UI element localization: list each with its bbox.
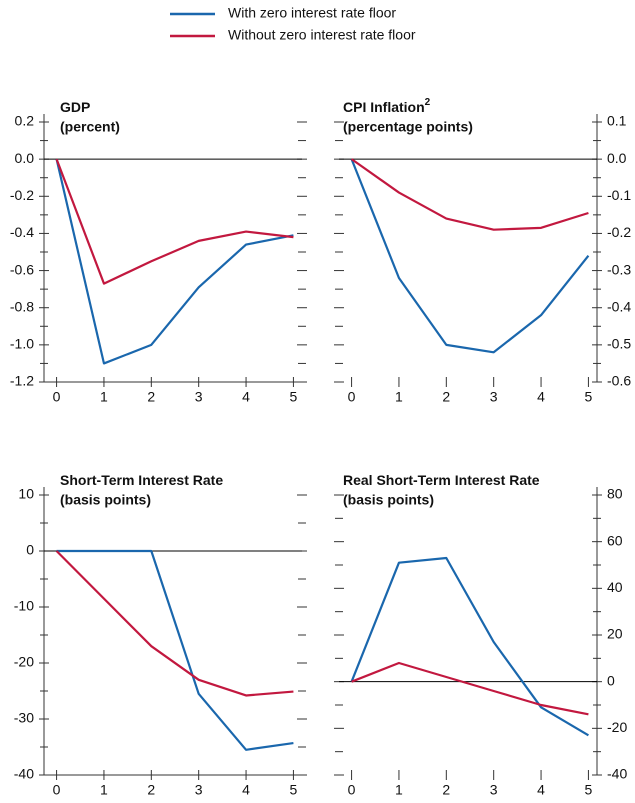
y-tick-label: -1.2 bbox=[10, 373, 34, 389]
x-tick-label: 1 bbox=[395, 782, 403, 798]
y-tick-label: -0.2 bbox=[607, 224, 631, 240]
series-line bbox=[350, 158, 590, 354]
y-tick-label: 0.0 bbox=[607, 150, 627, 166]
y-tick-label: -0.4 bbox=[607, 298, 631, 314]
panel-subtitle: (percent) bbox=[60, 119, 120, 135]
series-line bbox=[55, 550, 294, 697]
y-tick-label: 0 bbox=[607, 672, 615, 688]
x-tick-label: 3 bbox=[490, 389, 498, 405]
x-tick-label: 0 bbox=[53, 782, 61, 798]
x-tick-label: 3 bbox=[195, 389, 203, 405]
y-tick-label: -0.6 bbox=[607, 373, 631, 389]
panel-subtitle: (basis points) bbox=[60, 492, 151, 508]
y-tick-label: 10 bbox=[18, 486, 34, 502]
x-tick-label: 5 bbox=[585, 782, 593, 798]
panel-title: CPI Inflation2 bbox=[343, 97, 431, 115]
x-tick-label: 0 bbox=[348, 782, 356, 798]
y-tick-label: -40 bbox=[607, 766, 627, 782]
y-tick-label: -0.3 bbox=[607, 261, 631, 277]
x-tick-label: 1 bbox=[100, 389, 108, 405]
x-tick-label: 5 bbox=[290, 782, 298, 798]
y-tick-label: -0.8 bbox=[10, 298, 34, 314]
series-line bbox=[351, 661, 589, 716]
y-tick-label: -0.5 bbox=[607, 336, 631, 352]
series-line bbox=[55, 158, 294, 365]
x-tick-label: 1 bbox=[100, 782, 108, 798]
x-tick-label: 1 bbox=[395, 389, 403, 405]
x-tick-label: 2 bbox=[147, 389, 155, 405]
y-tick-label: 20 bbox=[607, 626, 623, 642]
y-tick-label: -30 bbox=[14, 710, 34, 726]
y-tick-label: -0.1 bbox=[607, 187, 631, 203]
x-tick-label: 0 bbox=[348, 389, 356, 405]
x-tick-label: 2 bbox=[442, 782, 450, 798]
panel-title-text: GDP bbox=[60, 99, 90, 115]
y-tick-label: 0 bbox=[26, 542, 34, 558]
series-line bbox=[56, 549, 294, 751]
legend-label: With zero interest rate floor bbox=[228, 5, 396, 21]
panel-title-text: CPI Inflation bbox=[343, 99, 425, 115]
y-tick-label: -0.2 bbox=[10, 187, 34, 203]
x-tick-label: 5 bbox=[290, 389, 298, 405]
panel-subtitle: (percentage points) bbox=[343, 119, 473, 135]
x-tick-label: 5 bbox=[585, 389, 593, 405]
panel-title: Short-Term Interest Rate bbox=[60, 472, 223, 488]
panel-title-text: Short-Term Interest Rate bbox=[60, 472, 223, 488]
y-tick-label: 0.2 bbox=[15, 113, 35, 129]
legend-label: Without zero interest rate floor bbox=[228, 27, 416, 43]
panel-title: Real Short-Term Interest Rate bbox=[343, 472, 540, 488]
panel-title: GDP bbox=[60, 99, 90, 115]
x-tick-label: 3 bbox=[490, 782, 498, 798]
y-tick-label: -10 bbox=[14, 598, 34, 614]
x-tick-label: 2 bbox=[442, 389, 450, 405]
x-tick-label: 4 bbox=[242, 389, 250, 405]
y-tick-label: -0.4 bbox=[10, 224, 34, 240]
x-tick-label: 4 bbox=[242, 782, 250, 798]
y-tick-label: 60 bbox=[607, 532, 623, 548]
y-tick-label: -20 bbox=[14, 654, 34, 670]
y-tick-label: 80 bbox=[607, 486, 623, 502]
footnote-marker: 2 bbox=[425, 97, 431, 108]
y-tick-label: 40 bbox=[607, 579, 623, 595]
series-line bbox=[350, 158, 589, 231]
x-tick-label: 4 bbox=[537, 782, 545, 798]
panel-subtitle: (basis points) bbox=[343, 492, 434, 508]
y-tick-label: -40 bbox=[14, 766, 34, 782]
panel-title-text: Real Short-Term Interest Rate bbox=[343, 472, 540, 488]
y-tick-label: 0.1 bbox=[607, 113, 627, 129]
series-line bbox=[350, 556, 589, 737]
x-tick-label: 2 bbox=[147, 782, 155, 798]
series-line bbox=[55, 158, 294, 285]
x-tick-label: 3 bbox=[195, 782, 203, 798]
y-tick-label: -1.0 bbox=[10, 336, 34, 352]
y-tick-label: -20 bbox=[607, 719, 627, 735]
y-tick-label: 0.0 bbox=[15, 150, 35, 166]
x-tick-label: 4 bbox=[537, 389, 545, 405]
x-tick-label: 0 bbox=[53, 389, 61, 405]
y-tick-label: -0.6 bbox=[10, 261, 34, 277]
